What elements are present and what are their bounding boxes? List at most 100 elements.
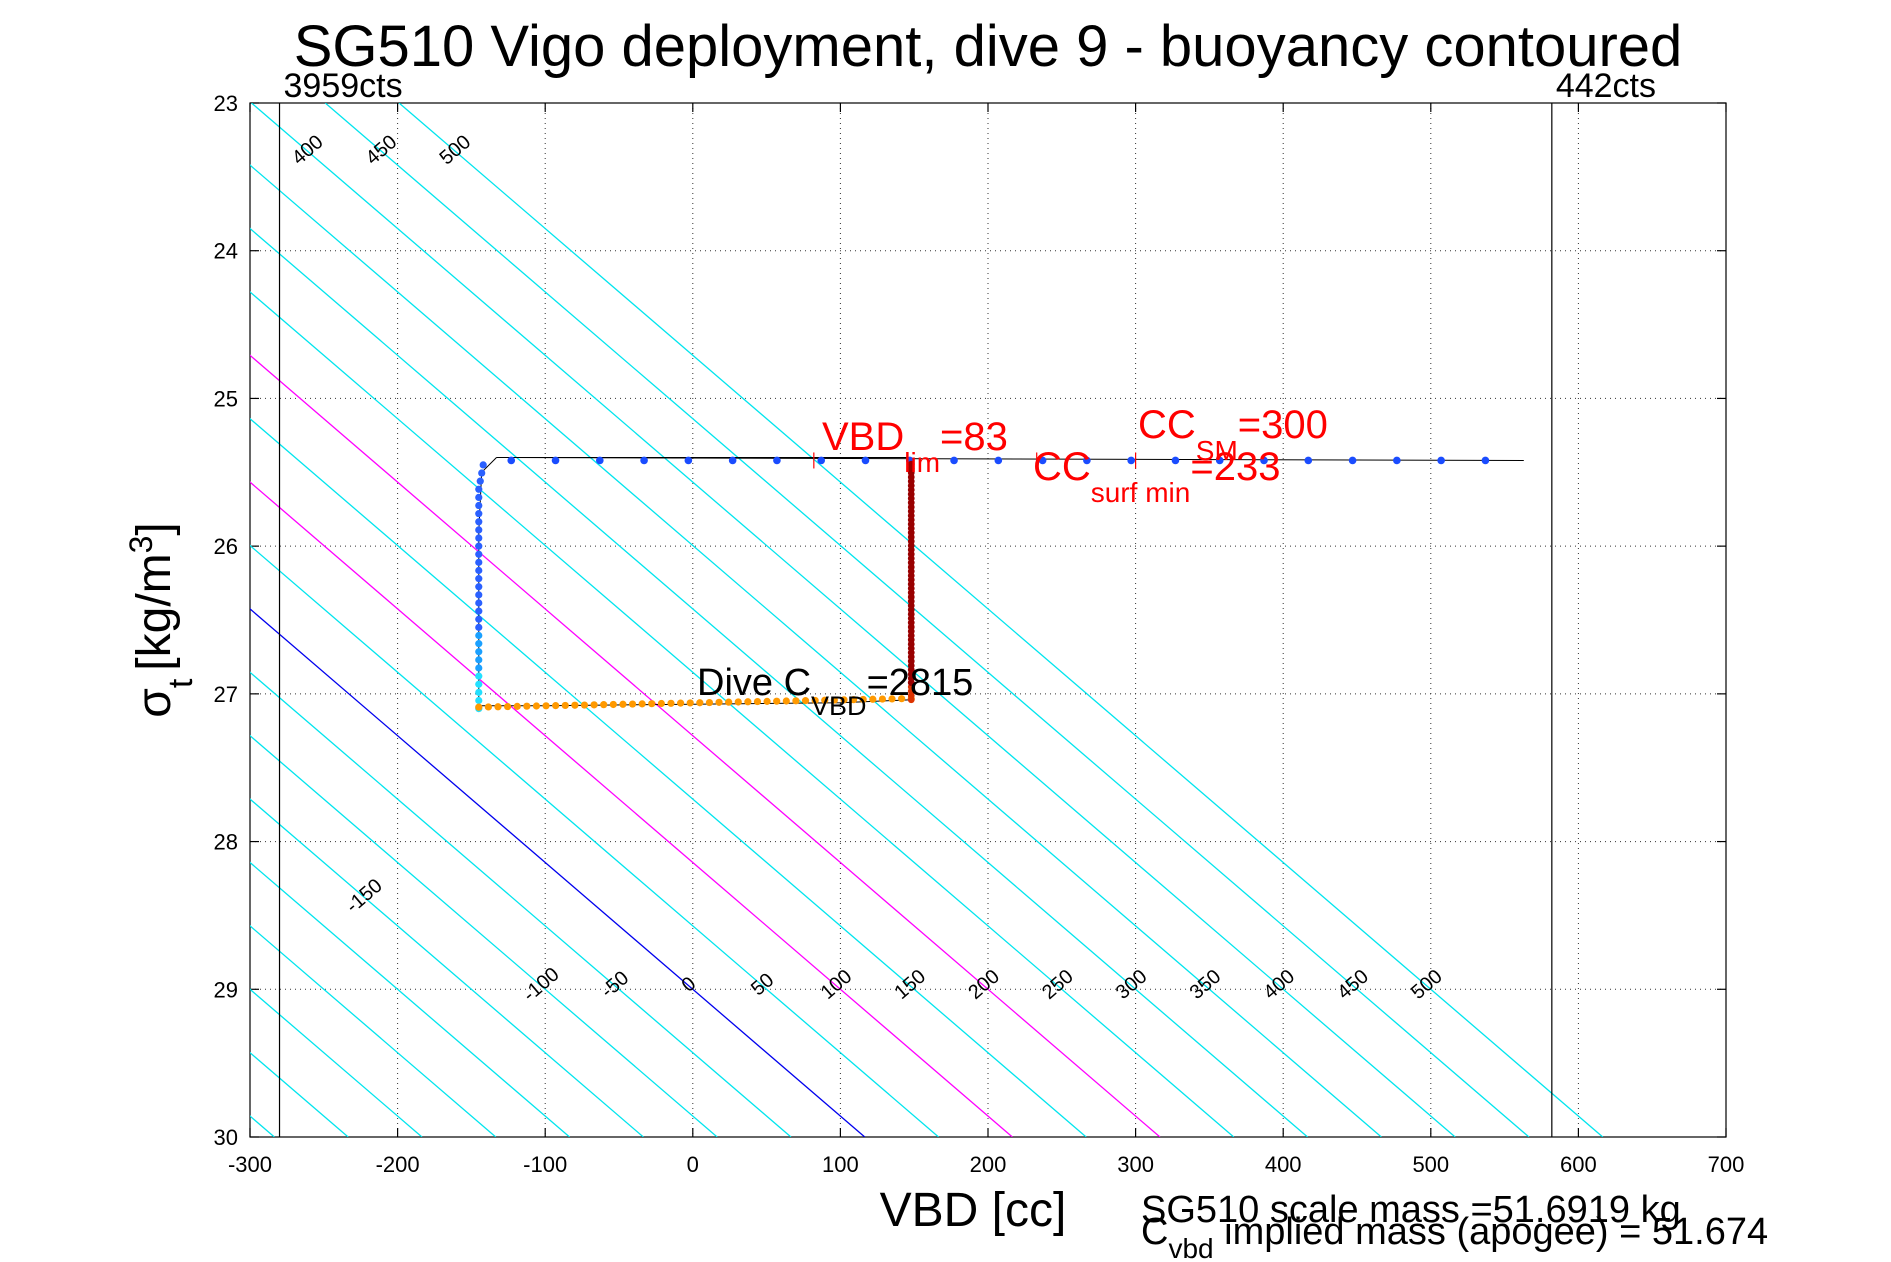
scale-mass-text: SG510 scale mass =51.6919 kg — [1141, 1189, 1681, 1231]
data-point — [657, 699, 665, 708]
data-point — [773, 697, 781, 705]
data-point — [728, 456, 737, 465]
x-tick-label: 100 — [822, 1152, 859, 1177]
data-point — [542, 702, 550, 710]
data-point — [888, 695, 896, 703]
data-point — [475, 615, 483, 623]
data-point — [590, 701, 598, 709]
implied-rest: implied mass (apogee) = 51.674 — [1214, 1211, 1769, 1253]
x-tick-label: 0 — [687, 1152, 699, 1177]
x-tick-label: 700 — [1708, 1152, 1745, 1177]
data-point — [1437, 456, 1445, 465]
contour-line — [250, 291, 1235, 1137]
data-point — [580, 701, 589, 709]
y-tick-label: 27 — [214, 682, 238, 707]
vbd-lim-rest: =83 — [940, 415, 1008, 459]
data-point — [475, 542, 483, 550]
data-point — [596, 456, 604, 465]
cc-sm-annotation: CCSM=300 — [1138, 403, 1328, 466]
y-label-sub: t — [162, 678, 200, 688]
data-point — [840, 696, 848, 704]
contour-line — [250, 481, 1013, 1137]
data-point — [696, 699, 704, 707]
data-point — [792, 697, 800, 705]
x-tick-label: -200 — [376, 1152, 420, 1177]
data-point — [1260, 456, 1268, 465]
data-point — [551, 456, 560, 465]
chart-title: SG510 Vigo deployment, dive 9 - buoyancy… — [294, 14, 1683, 79]
x-tick-label: 400 — [1265, 1152, 1302, 1177]
data-point — [1127, 456, 1135, 465]
dive-points — [475, 452, 1490, 713]
data-point — [475, 688, 483, 696]
data-point — [475, 623, 483, 631]
vbd-lim-annotation: VBDlim=83 — [822, 415, 1008, 478]
cc-surf-annotation: CCsurf min=233 — [1033, 445, 1280, 508]
data-point — [475, 575, 483, 583]
y-tick-labels: 23 24 25 26 27 28 29 30 — [214, 91, 238, 1150]
cc-sm-main: CC — [1138, 403, 1196, 447]
contour-line — [250, 544, 939, 1137]
data-point — [504, 702, 512, 711]
contour-line — [250, 164, 1382, 1137]
dive-c-rest: =2815 — [867, 662, 974, 704]
data-point — [782, 697, 790, 705]
contour-line — [250, 608, 866, 1137]
data-point — [475, 640, 483, 648]
y-label-close: ] — [128, 522, 181, 535]
data-point — [686, 699, 694, 707]
data-point — [475, 703, 483, 711]
data-point — [773, 456, 781, 465]
vbd-lim-main: VBD — [822, 415, 904, 459]
data-point — [475, 534, 483, 542]
data-point — [475, 583, 483, 591]
data-point — [763, 697, 771, 705]
data-point — [849, 696, 858, 704]
data-point — [950, 456, 958, 465]
data-point — [476, 477, 484, 485]
data-point — [817, 456, 826, 465]
data-point — [532, 702, 541, 710]
x-tick-label: 200 — [970, 1152, 1007, 1177]
contour-line — [251, 103, 1456, 1137]
vbd-limit-label: 442cts — [1556, 67, 1656, 105]
data-point — [821, 696, 829, 704]
data-point — [801, 697, 810, 705]
data-point — [475, 631, 483, 640]
contour-line — [398, 103, 1604, 1137]
data-point — [475, 526, 483, 534]
contour-line — [324, 103, 1530, 1137]
y-tick-label: 30 — [214, 1125, 238, 1150]
y-tick-label: 25 — [214, 386, 238, 411]
cc-sm-sub: SM — [1196, 435, 1238, 466]
cc-surf-sub: surf min — [1091, 477, 1191, 508]
data-point — [475, 558, 483, 566]
data-point — [734, 698, 742, 706]
y-tick-label: 29 — [214, 977, 238, 1002]
data-point — [475, 550, 483, 558]
x-tick-labels: -300 -200 -100 0 100 200 300 400 500 600 700 — [228, 1152, 1744, 1177]
vbd-lim-sub: lim — [904, 447, 940, 478]
data-point — [494, 703, 502, 711]
implied-mass-text: Cvbd implied mass (apogee) = 51.674 — [1141, 1211, 1768, 1262]
data-point — [475, 501, 483, 510]
data-point — [1038, 456, 1047, 465]
y-tick-label: 23 — [214, 91, 238, 116]
y-label-sup: 3 — [123, 536, 159, 554]
data-point — [475, 656, 483, 664]
data-point — [475, 566, 483, 575]
data-point — [1171, 456, 1180, 465]
y-axis-label: σt [kg/m3] — [123, 522, 200, 718]
data-point — [869, 695, 877, 703]
data-point — [513, 702, 521, 710]
data-point — [478, 469, 486, 477]
data-point — [878, 695, 887, 703]
data-point — [1393, 456, 1401, 465]
data-point — [830, 696, 838, 704]
data-point — [744, 698, 752, 706]
data-point — [676, 699, 685, 707]
implied-sub: vbd — [1168, 1233, 1213, 1262]
plot-area — [249, 102, 1727, 1138]
implied-main: C — [1141, 1211, 1168, 1253]
